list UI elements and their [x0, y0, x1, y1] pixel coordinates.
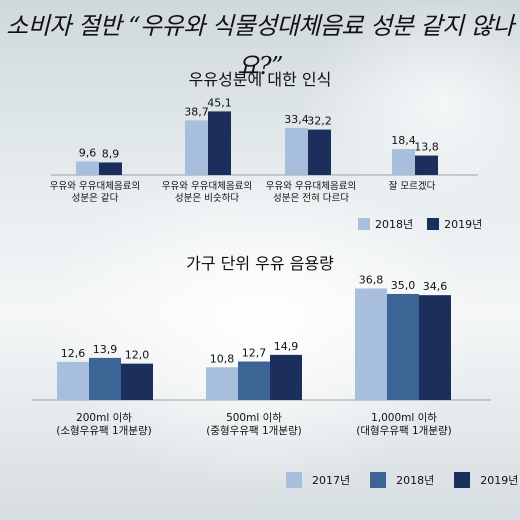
legend-label: 2019년 — [444, 218, 483, 231]
chart2-category-label: 1,000ml 이하 — [371, 411, 437, 424]
chart2-category-label: 200ml 이하 — [76, 411, 132, 424]
chart1-data-label: 32,2 — [307, 115, 332, 128]
chart1-category-label: 성분은 비슷하다 — [175, 192, 239, 204]
chart1-data-label: 8,9 — [102, 147, 120, 160]
chart2-bar-2019년-1 — [270, 354, 302, 400]
chart2-data-label: 13,9 — [93, 343, 118, 356]
chart1-legend: 2018년 2019년 — [350, 216, 482, 232]
chart1-data-label: 18,4 — [391, 134, 416, 147]
chart2-data-label: 10,8 — [210, 352, 235, 365]
legend-label: 2019년 — [480, 474, 519, 487]
legend-swatch — [286, 472, 302, 488]
chart1-bar-2018년-2 — [285, 127, 308, 175]
chart1-category-label: 성분은 전혀 다르다 — [273, 193, 349, 204]
chart2-bar-2019년-0 — [121, 363, 153, 400]
chart2-data-label: 35,0 — [391, 279, 416, 292]
chart2-data-label: 36,8 — [359, 273, 384, 286]
legend-item: 2019년 — [454, 472, 518, 488]
chart2-bar-2017년-2 — [355, 288, 387, 400]
chart1-category-label: 우유와 우유대체음료의 — [162, 180, 252, 192]
legend-item: 2017년 — [286, 472, 350, 488]
chart2-data-label: 12,7 — [242, 347, 267, 360]
legend-item: 2019년 — [427, 216, 482, 232]
chart1-category-label: 성분은 같다 — [72, 192, 119, 204]
chart2-bar-2017년-0 — [57, 361, 89, 400]
chart2-legend: 2017년 2018년 2019년 — [272, 472, 518, 488]
chart2-bar-2018년-0 — [89, 357, 121, 400]
chart1-category-label: 잘 모르겠다 — [389, 180, 436, 192]
legend-item: 2018년 — [358, 216, 413, 232]
chart2-data-label: 12,6 — [61, 347, 86, 360]
legend-label: 2017년 — [312, 474, 351, 487]
chart2-category-label: 500ml 이하 — [226, 411, 282, 424]
legend-swatch — [427, 218, 440, 230]
legend-item: 2018년 — [370, 472, 434, 488]
legend-label: 2018년 — [396, 474, 435, 487]
chart2-category-label: (소형우유팩 1개분량) — [56, 425, 152, 437]
chart1-data-label: 45,1 — [207, 96, 232, 109]
chart2-title: 가구 단위 우유 음용량 — [186, 254, 334, 273]
chart1-category-label: 우유와 우유대체음료의 — [50, 180, 140, 192]
chart1-title: 우유성분에 대한 인식 — [188, 70, 332, 89]
chart1-category-label: 우유와 우유대체음료의 — [266, 180, 356, 192]
chart1-data-label: 9,6 — [79, 146, 97, 159]
chart1-data-label: 33,4 — [284, 113, 309, 126]
chart2-bar-2019년-2 — [419, 295, 451, 400]
legend-swatch — [454, 472, 471, 488]
chart1-bar-2018년-1 — [185, 120, 208, 175]
legend-swatch — [358, 218, 370, 230]
chart2-category-label: (중형우유팩 1개분량) — [206, 425, 302, 437]
chart2-bar-2017년-1 — [206, 367, 238, 400]
chart1-data-label: 38,7 — [184, 105, 209, 118]
chart2-data-label: 34,6 — [423, 280, 448, 293]
chart2-bar-2018년-2 — [387, 293, 419, 400]
chart2-bar-2018년-1 — [238, 361, 270, 400]
headline: 소비자 절반 “우유와 식물성대체음료 성분 같지 않나요?” — [6, 12, 514, 80]
legend-swatch — [370, 472, 387, 488]
chart2-data-label: 14,9 — [274, 340, 299, 353]
legend-label: 2018년 — [375, 218, 414, 231]
chart1-bar-2019년-1 — [208, 111, 231, 175]
chart1-bar-2018년-0 — [76, 161, 99, 175]
chart2-data-label: 12,0 — [125, 349, 150, 362]
chart1-bar-2018년-3 — [392, 149, 415, 175]
chart1-data-label: 13,8 — [414, 141, 439, 154]
chart1-bar-2019년-0 — [99, 162, 122, 175]
chart1-bar-2019년-2 — [308, 129, 331, 175]
chart1-bar-2019년-3 — [415, 155, 438, 175]
chart2-category-label: (대형우유팩 1개분량) — [356, 425, 452, 437]
